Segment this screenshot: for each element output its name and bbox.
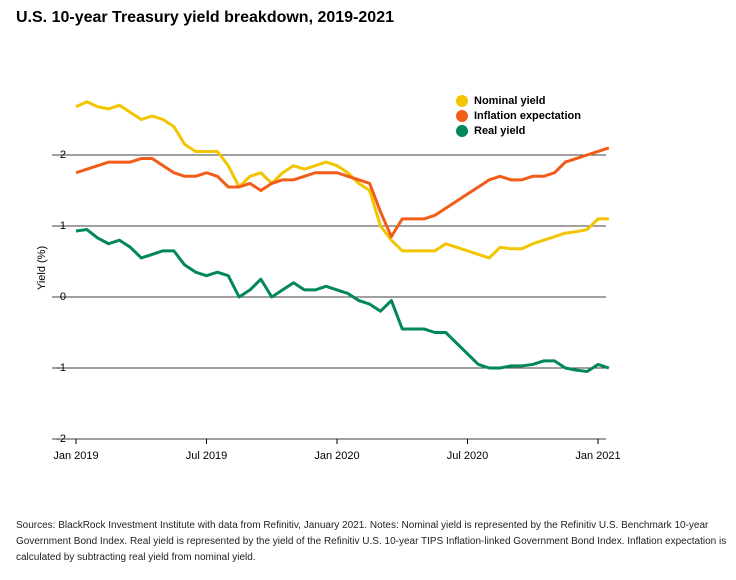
y-axis-label: Yield (%) (36, 246, 48, 290)
series-line (75, 146, 610, 239)
series-line (75, 228, 610, 374)
legend-label: Real yield (474, 125, 525, 137)
chart-title: U.S. 10-year Treasury yield breakdown, 2… (16, 9, 394, 26)
x-tick-label: Jan 2020 (314, 450, 359, 462)
series-line (75, 100, 609, 260)
legend-marker (456, 125, 468, 137)
x-tick-label: Jul 2019 (186, 450, 228, 462)
chart: U.S. 10-year Treasury yield breakdown, 2… (16, 9, 621, 462)
x-tick-label: Jan 2021 (575, 450, 620, 462)
legend-label: Nominal yield (474, 95, 546, 107)
legend-label: Inflation expectation (474, 110, 581, 122)
source-note: Sources: BlackRock Investment Institute … (16, 520, 727, 563)
x-tick-label: Jan 2019 (53, 450, 98, 462)
legend-marker (456, 95, 468, 107)
legend-marker (456, 110, 468, 122)
x-tick-label: Jul 2020 (447, 450, 489, 462)
